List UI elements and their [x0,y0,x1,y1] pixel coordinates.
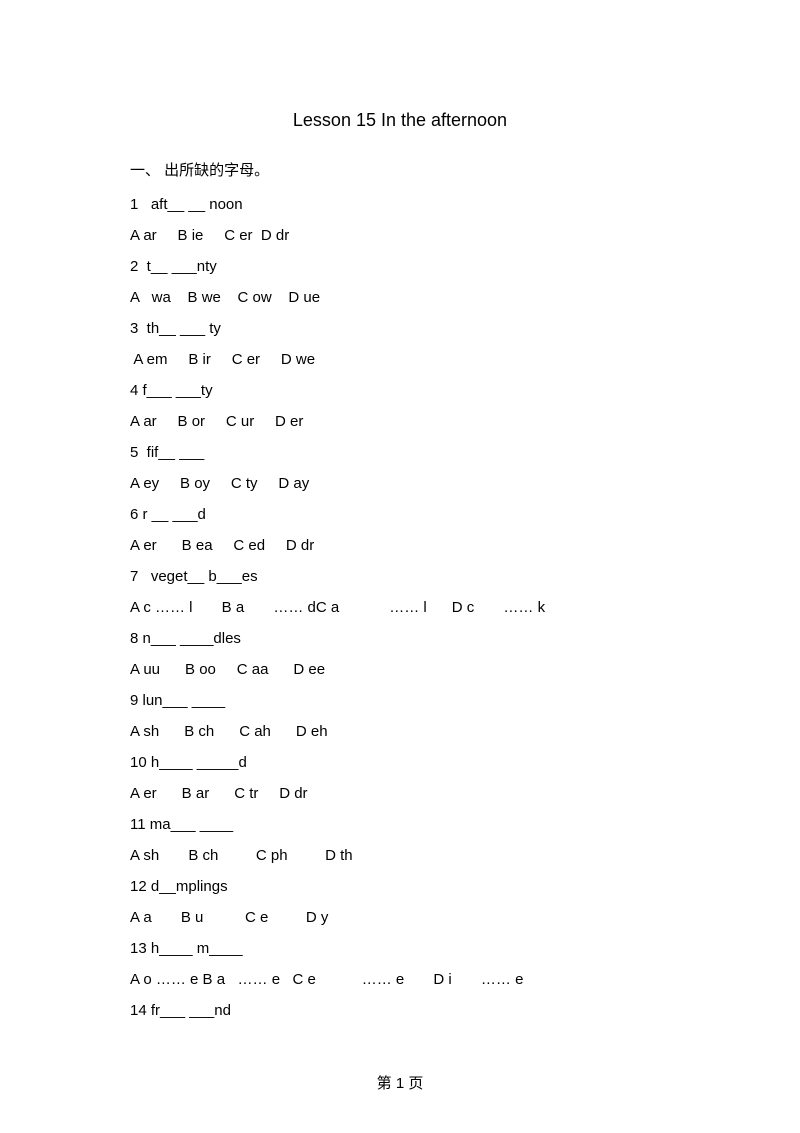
question-text: 11 ma___ ____ [130,816,670,833]
page-content: Lesson 15 In the afternoon 一、 出所缺的字母。 1 … [0,0,800,1019]
question-options: A em B ir C er D we [130,351,670,368]
question-text: 1 aft__ __ noon [130,196,670,213]
page-footer: 第 1 页 [0,1072,800,1093]
lesson-title: Lesson 15 In the afternoon [130,110,670,131]
question-text: 9 lun___ ____ [130,692,670,709]
question-options: A o …… e B a …… e C e …… e D i …… e [130,971,670,988]
question-options: A c …… l B a …… dC a …… l D c …… k [130,599,670,616]
question-options: A uu B oo C aa D ee [130,661,670,678]
section-heading: 一、 出所缺的字母。 [130,159,670,180]
questions-container: 1 aft__ __ noon A ar B ie C er D dr 2 t__ … [130,196,670,1019]
question-text: 3 th__ ___ ty [130,320,670,337]
question-options: A sh B ch C ah D eh [130,723,670,740]
question-options: A ar B or C ur D er [130,413,670,430]
question-text: 8 n___ ____dles [130,630,670,647]
question-text: 2 t__ ___nty [130,258,670,275]
question-text: 7 veget__ b___es [130,568,670,585]
question-options: A er B ar C tr D dr [130,785,670,802]
question-options: A ar B ie C er D dr [130,227,670,244]
question-options: A a B u C e D y [130,909,670,926]
question-text: 6 r __ ___d [130,506,670,523]
question-options: A sh B ch C ph D th [130,847,670,864]
question-text: 13 h____ m____ [130,940,670,957]
question-text: 4 f___ ___ty [130,382,670,399]
question-text: 12 d__mplings [130,878,670,895]
question-text: 14 fr___ ___nd [130,1002,670,1019]
question-text: 5 fif__ ___ [130,444,670,461]
question-options: A wa B we C ow D ue [130,289,670,306]
question-text: 10 h____ _____d [130,754,670,771]
question-options: A er B ea C ed D dr [130,537,670,554]
question-options: A ey B oy C ty D ay [130,475,670,492]
